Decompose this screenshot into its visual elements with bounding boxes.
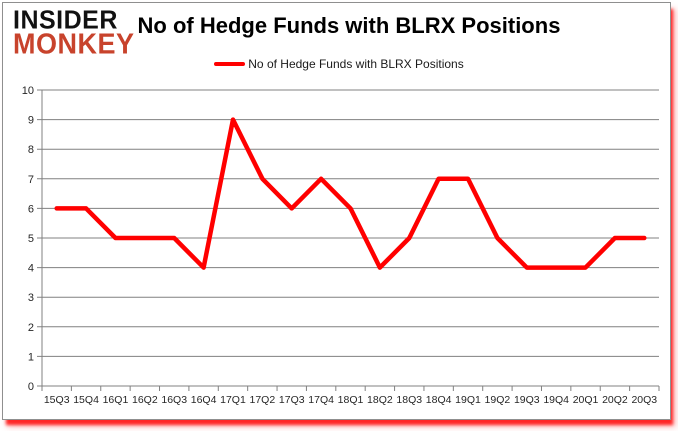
x-axis-tick-label: 17Q4 xyxy=(308,394,334,406)
x-axis-tick-label: 20Q3 xyxy=(631,394,657,406)
x-axis-tick-label: 20Q2 xyxy=(602,394,628,406)
x-axis-tick-label: 17Q1 xyxy=(220,394,246,406)
insider-monkey-logo: INSIDER MONKEY xyxy=(13,5,135,60)
x-axis-tick-label: 18Q4 xyxy=(426,394,452,406)
logo-line-insider: INSIDER xyxy=(13,5,118,35)
y-axis-tick-label: 3 xyxy=(28,292,34,304)
y-axis-tick-label: 0 xyxy=(28,381,34,393)
y-axis-tick-label: 2 xyxy=(28,322,34,334)
y-axis-tick-label: 10 xyxy=(22,85,34,97)
x-axis-tick-label: 20Q1 xyxy=(573,394,599,406)
x-axis-tick-label: 15Q4 xyxy=(73,394,99,406)
x-axis-tick-label: 15Q3 xyxy=(44,394,70,406)
logo-line-monkey: MONKEY xyxy=(13,28,135,60)
x-axis-tick-label: 19Q3 xyxy=(514,394,540,406)
y-axis-tick-label: 6 xyxy=(28,203,34,215)
y-axis-tick-label: 5 xyxy=(28,233,34,245)
x-axis-tick-label: 16Q1 xyxy=(103,394,129,406)
y-axis-tick-label: 7 xyxy=(28,174,34,186)
y-axis-tick-label: 9 xyxy=(28,115,34,127)
x-axis-tick-label: 16Q4 xyxy=(191,394,217,406)
y-axis-tick-label: 1 xyxy=(28,351,34,363)
x-axis-tick-label: 16Q2 xyxy=(132,394,158,406)
y-axis-tick-label: 8 xyxy=(28,144,34,156)
x-axis-tick-label: 17Q2 xyxy=(250,394,276,406)
x-axis-tick-label: 18Q1 xyxy=(338,394,364,406)
x-axis-tick-label: 18Q3 xyxy=(396,394,422,406)
series-line xyxy=(54,117,647,270)
x-axis-tick-label: 17Q3 xyxy=(279,394,305,406)
legend-label: No of Hedge Funds with BLRX Positions xyxy=(248,57,464,71)
x-axis-tick-label: 19Q4 xyxy=(543,394,569,406)
x-axis-tick-label: 16Q3 xyxy=(161,394,187,406)
y-axis-tick-label: 4 xyxy=(28,263,34,275)
chart-title: No of Hedge Funds with BLRX Positions xyxy=(137,13,561,38)
x-axis-tick-label: 18Q2 xyxy=(367,394,393,406)
chart-legend: No of Hedge Funds with BLRX Positions xyxy=(0,57,678,71)
x-axis-tick-label: 19Q2 xyxy=(485,394,511,406)
legend-line-swatch xyxy=(214,62,246,66)
x-axis-tick-label: 19Q1 xyxy=(455,394,481,406)
